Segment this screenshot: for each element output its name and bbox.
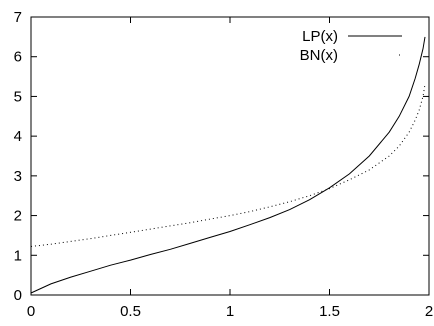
legend-label-lp: LP(x): [302, 28, 338, 45]
x-tick-label: 1: [226, 303, 234, 320]
y-tick-label: 0: [14, 287, 22, 304]
x-tick-label: 1.5: [319, 303, 340, 320]
x-tick-label: 0.5: [120, 303, 141, 320]
y-tick-label: 6: [14, 49, 22, 66]
y-tick-label: 2: [14, 208, 22, 225]
series-line-lp: [30, 36, 426, 294]
legend-label-bn: BN(x): [300, 47, 338, 64]
x-tick-label: 0: [27, 303, 35, 320]
series-line-bn: [30, 84, 426, 247]
y-tick-label: 3: [14, 168, 22, 185]
x-tick-label: 2: [425, 303, 433, 320]
y-tick-label: 7: [14, 9, 22, 26]
y-tick-label: 4: [14, 128, 22, 145]
y-tick-label: 5: [14, 88, 22, 105]
y-tick-label: 1: [14, 247, 22, 264]
